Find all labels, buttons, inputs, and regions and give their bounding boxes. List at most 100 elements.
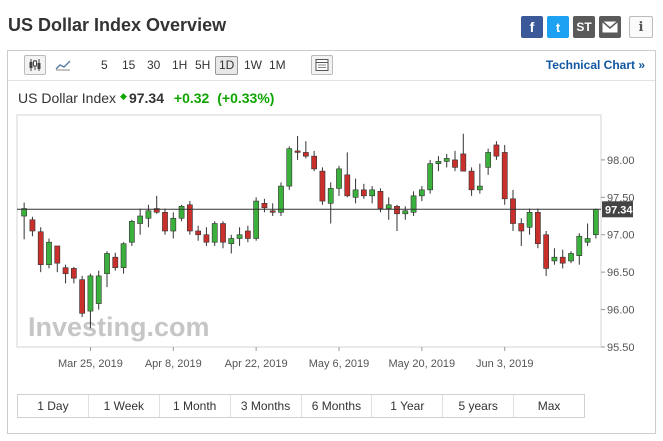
candle <box>377 188 384 213</box>
interval-1w[interactable]: 1W <box>244 58 262 72</box>
candle-body <box>344 174 351 197</box>
technical-chart-link[interactable]: Technical Chart » <box>545 58 645 72</box>
info-button[interactable]: i <box>629 16 653 38</box>
interval-5[interactable]: 5 <box>101 58 108 72</box>
candle <box>46 238 52 269</box>
candle <box>559 249 566 269</box>
candle <box>21 202 28 240</box>
range-5-years[interactable]: 5 years <box>443 395 515 417</box>
candlestick-icon <box>29 59 41 71</box>
range-1-week[interactable]: 1 Week <box>89 395 160 417</box>
candle-body <box>112 256 119 268</box>
candle <box>394 204 400 231</box>
candle-body <box>286 148 293 187</box>
range-3-months[interactable]: 3 Months <box>231 395 302 417</box>
candle <box>294 135 301 160</box>
x-tick-label: Mar 25, 2019 <box>58 358 123 370</box>
candle <box>460 133 467 172</box>
candle-body <box>435 161 442 164</box>
candle <box>418 186 425 202</box>
candle <box>427 159 434 194</box>
x-tick-label: Apr 8, 2019 <box>145 358 202 370</box>
candle-body <box>21 208 28 217</box>
instrument-name: US Dollar Index <box>18 90 117 106</box>
candle <box>526 208 533 235</box>
y-tick-label: 98.00 <box>607 155 635 167</box>
candle-body <box>360 189 367 197</box>
candle-body <box>29 219 36 232</box>
candle-body <box>104 253 110 274</box>
email-icon[interactable] <box>599 16 621 38</box>
interval-1m[interactable]: 1M <box>269 58 286 72</box>
candle <box>228 234 235 254</box>
candle-body <box>37 231 44 265</box>
candle-body <box>170 217 177 232</box>
candle <box>211 221 218 246</box>
candle <box>244 225 251 243</box>
range-max[interactable]: Max <box>537 399 561 413</box>
area-type-button[interactable] <box>52 55 74 75</box>
candle <box>54 245 61 273</box>
candle <box>162 208 168 235</box>
candle-body <box>443 158 450 162</box>
candle-body <box>95 275 102 304</box>
interval-1h[interactable]: 1H <box>172 58 188 72</box>
candle <box>236 227 243 246</box>
candle <box>402 206 409 220</box>
candle-body <box>568 253 574 262</box>
interval-30[interactable]: 30 <box>147 58 161 72</box>
facebook-icon[interactable]: f <box>521 16 543 38</box>
chart-settings-button[interactable] <box>311 55 333 75</box>
candle <box>369 186 376 204</box>
candle <box>452 150 458 172</box>
y-tick-label: 96.50 <box>607 267 635 279</box>
candle-body <box>336 168 342 189</box>
candle <box>410 191 417 217</box>
candle-body <box>534 211 541 245</box>
x-tick-label: Jun 3, 2019 <box>476 358 534 370</box>
candle-body <box>510 198 516 224</box>
x-tick-label: May 6, 2019 <box>309 358 370 370</box>
interval-5h[interactable]: 5H <box>195 58 211 72</box>
candle-body <box>244 230 251 239</box>
envelope-icon <box>602 21 618 33</box>
candle-body <box>54 245 61 264</box>
candle <box>468 167 475 196</box>
y-tick-label: 95.50 <box>607 342 635 354</box>
range-1-month[interactable]: 1 Month <box>160 395 231 417</box>
candle <box>62 264 69 284</box>
x-tick-label: May 20, 2019 <box>389 358 456 370</box>
chart-toolbar: 5 15 30 1H 5H 1D 1W 1M Technical Chart » <box>8 51 655 81</box>
candle-body <box>460 153 467 172</box>
candle <box>195 225 202 241</box>
twitter-icon[interactable]: t <box>547 16 569 38</box>
candle <box>170 212 177 239</box>
interval-15[interactable]: 15 <box>122 58 136 72</box>
last-price-label: 97.34 <box>605 204 633 216</box>
candle-body <box>377 191 384 209</box>
range-6-months[interactable]: 6 Months <box>302 395 373 417</box>
candle-body <box>120 243 127 268</box>
candle <box>518 218 525 246</box>
stocktwits-icon[interactable]: ST <box>573 16 595 38</box>
candle <box>128 219 135 246</box>
interval-1d[interactable]: 1D <box>215 56 239 75</box>
area-chart-icon <box>55 60 71 71</box>
quote-line: US Dollar Index ◆ 97.34 +0.32 (+0.33%) <box>18 90 274 106</box>
candle-body <box>485 152 492 168</box>
candle <box>137 208 144 235</box>
candlestick-type-button[interactable] <box>24 55 46 75</box>
candle-body <box>543 234 550 269</box>
candle-body <box>228 238 235 245</box>
range-1-day[interactable]: 1 Day <box>18 395 89 417</box>
candle <box>336 165 342 196</box>
candle <box>112 252 119 271</box>
last-price: 97.34 <box>128 90 165 106</box>
candle <box>87 273 94 329</box>
range-1-year[interactable]: 1 Year <box>372 395 444 417</box>
candle-body <box>352 189 359 198</box>
share-buttons: f t ST <box>521 16 621 38</box>
candle <box>186 201 193 235</box>
candle <box>319 167 326 205</box>
candle-body <box>178 206 185 219</box>
